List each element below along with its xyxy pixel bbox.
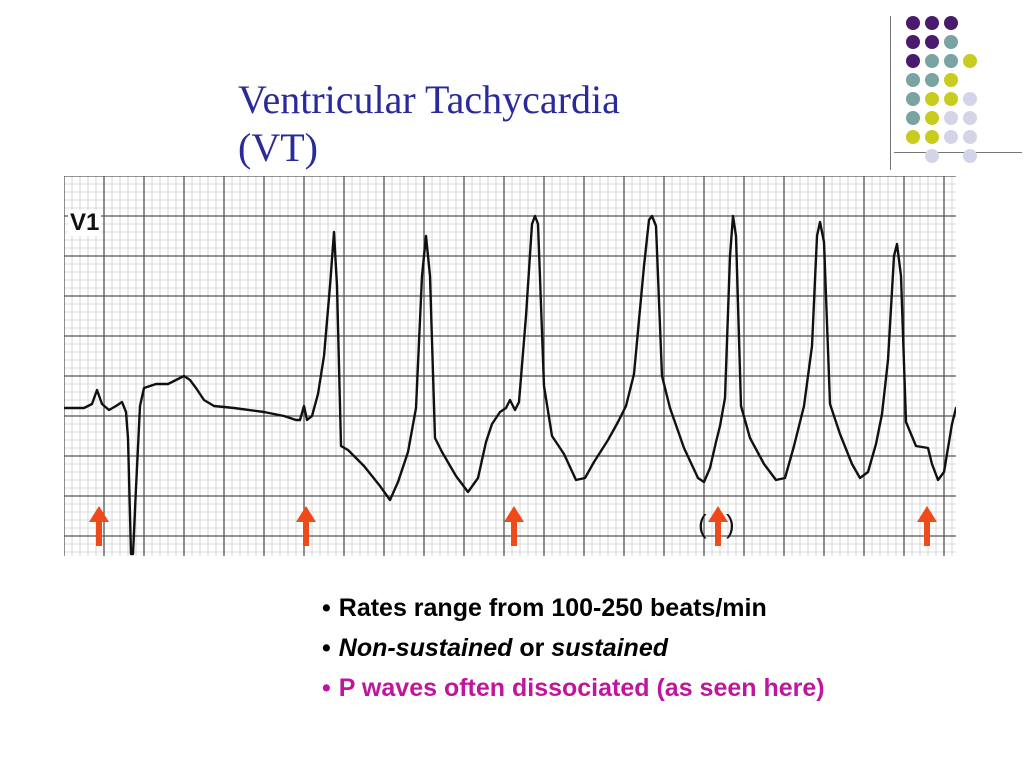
p-wave-arrow-icon [708, 506, 728, 546]
decor-dot [906, 92, 920, 106]
paren-right: ) [726, 509, 735, 539]
decor-dot [906, 35, 920, 49]
decor-dot [963, 54, 977, 68]
bullet-text-or: or [512, 634, 552, 662]
bullet-marker: • [322, 594, 331, 622]
decor-dot [944, 92, 958, 106]
bullet-text: P waves often dissociated (as seen here) [338, 674, 825, 702]
p-wave-arrow-icon [296, 506, 316, 546]
decor-dot [963, 92, 977, 106]
decor-horizontal-line [894, 152, 1022, 153]
p-wave-arrow-icon [89, 506, 109, 546]
ecg-trace [64, 214, 956, 556]
bullet-item-rates: • Rates range from 100-250 beats/min [322, 588, 1022, 628]
decor-dot [944, 130, 958, 144]
title-line-2: (VT) [238, 125, 318, 170]
slide-title: Ventricular Tachycardia (VT) [238, 76, 798, 172]
paren-left: ( [698, 509, 707, 539]
bullet-list: • Rates range from 100-250 beats/min • Non… [322, 588, 1022, 708]
decor-dot [925, 130, 939, 144]
decor-dot [906, 16, 920, 30]
bullet-item-sustained: • Non-sustained or sustained [322, 628, 1022, 668]
decor-vertical-line [890, 16, 891, 170]
decor-dot [944, 111, 958, 125]
decor-dot [925, 111, 939, 125]
p-wave-arrow-icon [917, 506, 937, 546]
decor-dot [944, 73, 958, 87]
p-wave-arrow-icon [504, 506, 524, 546]
decor-dot [944, 16, 958, 30]
bullet-marker: • [322, 634, 331, 662]
decor-dot-grid [906, 16, 1016, 166]
decor-dot [925, 73, 939, 87]
decor-dot [944, 35, 958, 49]
lead-label: V1 [68, 209, 102, 236]
decor-dot [963, 130, 977, 144]
decor-dot [906, 111, 920, 125]
title-line-1: Ventricular Tachycardia [238, 77, 620, 122]
ecg-strip [64, 176, 956, 556]
bullet-text-sustained: sustained [551, 634, 668, 662]
bullet-text: Rates range from 100-250 beats/min [338, 594, 767, 622]
decor-dot [944, 54, 958, 68]
decor-dot [906, 54, 920, 68]
decor-dot [963, 149, 977, 163]
decor-dot [906, 73, 920, 87]
decor-dot [925, 35, 939, 49]
decor-dot [963, 111, 977, 125]
p-wave-arrows [89, 506, 937, 546]
ecg-grid-minor [64, 176, 956, 556]
decor-dot [925, 16, 939, 30]
decor-dot [925, 54, 939, 68]
bullet-item-p-waves: • P waves often dissociated (as seen here… [322, 668, 1022, 708]
bullet-marker: • [322, 674, 331, 702]
bullet-text-non-sustained: Non-sustained [338, 634, 513, 662]
decor-dot [925, 92, 939, 106]
decor-dot [925, 149, 939, 163]
decor-dot [906, 130, 920, 144]
